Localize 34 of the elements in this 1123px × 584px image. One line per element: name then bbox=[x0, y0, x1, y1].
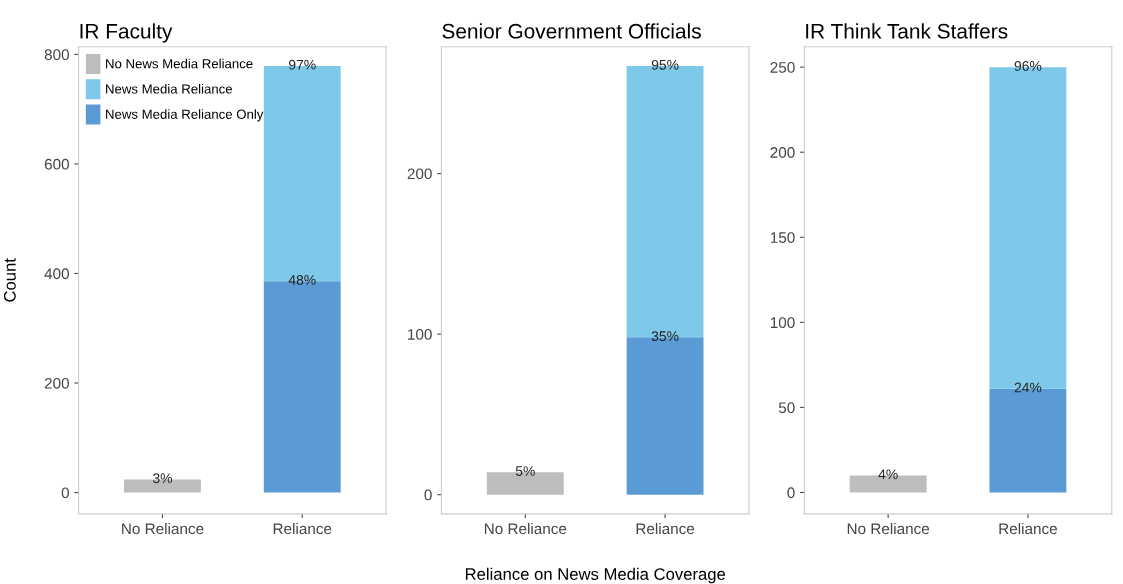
x-axis-title: Reliance on News Media Coverage bbox=[465, 567, 726, 584]
chart-title: IR Think Tank Staffers bbox=[806, 23, 1008, 39]
y-tick-label: 100 bbox=[408, 328, 432, 340]
y-tick-label: 400 bbox=[44, 268, 69, 280]
legend-label: News Media Reliance Only bbox=[106, 109, 264, 122]
x-tick-label: No Reliance bbox=[847, 522, 930, 535]
annotation: 3% bbox=[152, 473, 173, 484]
y-axis-title: Count bbox=[4, 258, 16, 302]
y-tick-label: 150 bbox=[770, 232, 795, 243]
x-tick-label: No Reliance bbox=[122, 522, 204, 535]
annotation: 35% bbox=[651, 331, 679, 342]
y-tick-label: 0 bbox=[424, 489, 432, 501]
x-tick-label: Reliance bbox=[999, 522, 1057, 535]
y-tick-label: 0 bbox=[61, 487, 69, 499]
annotation: 5% bbox=[515, 466, 535, 476]
y-tick-label: 50 bbox=[778, 402, 795, 414]
y-tick-label: 200 bbox=[770, 147, 795, 158]
legend-label: No News Media Reliance bbox=[106, 58, 253, 69]
x-tick-label: Reliance bbox=[636, 522, 695, 535]
y-tick-label: 0 bbox=[787, 487, 795, 499]
chart-title: Senior Government Officials bbox=[442, 23, 701, 39]
x-tick-label: No Reliance bbox=[484, 522, 567, 535]
y-tick-label: 100 bbox=[770, 317, 795, 329]
x-tick-label: Reliance bbox=[273, 522, 332, 535]
y-tick-label: 250 bbox=[770, 62, 795, 73]
annotation: 24% bbox=[1014, 382, 1042, 393]
y-tick-label: 800 bbox=[44, 49, 69, 61]
y-tick-label: 200 bbox=[407, 168, 432, 180]
y-tick-label: 600 bbox=[44, 158, 69, 170]
y-tick-label: 200 bbox=[44, 377, 69, 389]
chart-title: IR Faculty bbox=[80, 23, 173, 43]
annotation: 4% bbox=[878, 469, 898, 480]
annotation: 48% bbox=[288, 275, 316, 285]
legend-label: News Media Reliance bbox=[106, 83, 233, 94]
